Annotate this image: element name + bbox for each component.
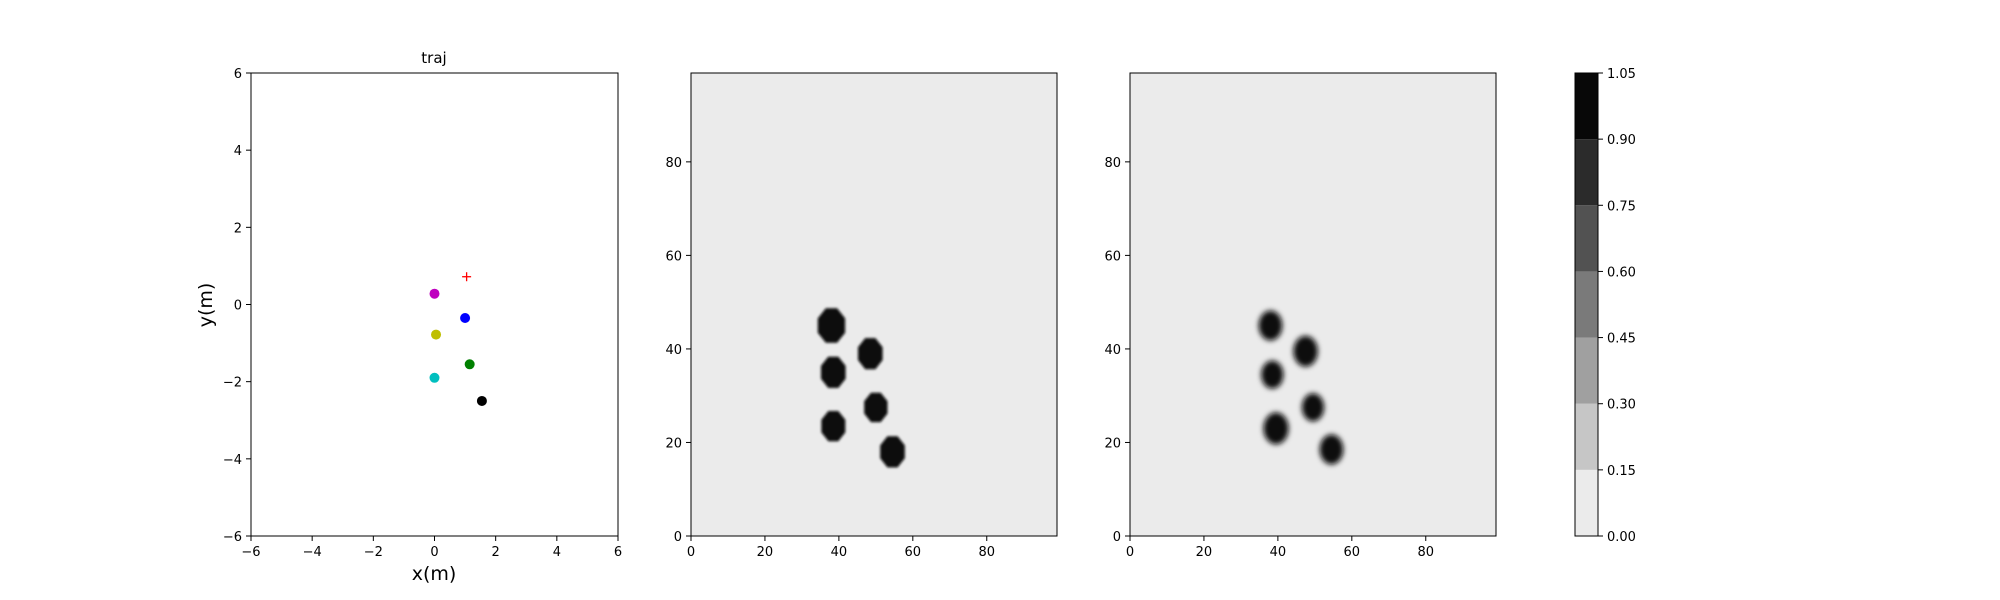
occupancy-blob: [880, 436, 905, 468]
plot-frame: [1129, 72, 1497, 537]
y-tick-label: −6: [223, 530, 242, 545]
occupancy-blob: [817, 308, 846, 343]
occupancy-blob: [864, 392, 888, 423]
colorbar: 0.00 0.15 0.30 0.45 0.60 0.75 0.90 1.05: [1574, 67, 1636, 545]
agent-point: [460, 313, 471, 324]
y-tick-label: 60: [1104, 249, 1121, 264]
x-tick-label: 40: [831, 545, 848, 560]
agent-point: [476, 395, 487, 406]
colorbar-tick-label: 0.60: [1607, 265, 1636, 280]
y-tick-label: 20: [1104, 436, 1121, 451]
occupancy-blob: [1293, 335, 1318, 367]
agent-point: [431, 329, 442, 340]
x-tick-label: 40: [1270, 545, 1287, 560]
colorbar-tick-label: 0.30: [1607, 398, 1636, 413]
x-tick-label: 0: [1126, 545, 1134, 560]
x-tick-label: 80: [1417, 545, 1434, 560]
x-tick-label: −4: [303, 545, 322, 560]
x-tick-label: 60: [905, 545, 922, 560]
colorbar-tick-label: 0.90: [1607, 133, 1636, 148]
colorbar-band: [1575, 469, 1598, 536]
y-tick-label: 80: [665, 156, 682, 171]
x-tick-label: 80: [978, 545, 995, 560]
occupancy-blob: [821, 411, 846, 442]
y-tick-label: 2: [234, 221, 242, 236]
y-tick-label: 60: [665, 249, 682, 264]
agent-point: [464, 359, 475, 370]
x-axis-label: x(m): [412, 563, 457, 585]
occupancy-blob: [821, 356, 846, 388]
y-axis-label: y(m): [195, 283, 217, 328]
x-tick-label: 0: [687, 545, 695, 560]
occupancy-map-2: 0 20 40 60 80 0 20 40 60 80: [1104, 72, 1497, 560]
colorbar-tick-label: 0.45: [1607, 332, 1636, 347]
x-tick-label: 2: [492, 545, 500, 560]
x-tick-label: 20: [1196, 545, 1213, 560]
y-tick-label: 0: [674, 530, 682, 545]
colorbar-band: [1575, 337, 1598, 404]
x-tick-label: 20: [757, 545, 774, 560]
occupancy-blob: [1263, 412, 1289, 445]
x-tick-label: 60: [1344, 545, 1361, 560]
colorbar-band: [1575, 139, 1598, 206]
occupancy-blob: [1301, 393, 1325, 422]
y-tick-label: 40: [1104, 343, 1121, 358]
plot-area: [251, 73, 618, 536]
y-tick-label: 40: [665, 343, 682, 358]
occupancy-blob: [1258, 310, 1283, 341]
plot-frame: [690, 72, 1058, 537]
colorbar-tick-label: 0.15: [1607, 464, 1636, 479]
colorbar-band: [1575, 403, 1598, 470]
agent-point: [429, 288, 440, 299]
colorbar-tick-label: 1.05: [1607, 67, 1636, 82]
colorbar-tick-label: 0.00: [1607, 530, 1636, 545]
y-tick-label: 20: [665, 436, 682, 451]
x-tick-label: −2: [364, 545, 383, 560]
x-tick-label: 0: [430, 545, 438, 560]
colorbar-frame: [1574, 72, 1599, 537]
colorbar-band: [1575, 73, 1598, 140]
y-tick-label: 80: [1104, 156, 1121, 171]
y-tick-label: 0: [234, 299, 242, 314]
traj-plot: traj x(m) y(m) −6 −4 −2 0 2 4 6 −6 −4 −2 0 2 4 6: [195, 49, 622, 585]
plot-title: traj: [421, 49, 446, 67]
y-tick-label: −4: [223, 453, 242, 468]
plot-area: [691, 73, 1057, 536]
x-tick-label: 6: [614, 545, 622, 560]
y-tick-label: 6: [234, 67, 242, 82]
x-tick-label: 4: [553, 545, 561, 560]
colorbar-band: [1575, 205, 1598, 272]
occupancy-map-1: 0 20 40 60 80 0 20 40 60 80: [665, 72, 1058, 560]
agent-point: [429, 372, 440, 383]
occupancy-blob: [1261, 360, 1284, 389]
y-tick-label: 4: [234, 144, 242, 159]
colorbar-tick-label: 0.75: [1607, 199, 1636, 214]
y-tick-label: −2: [223, 376, 242, 391]
plot-area: [1130, 73, 1496, 536]
occupancy-blob: [858, 338, 883, 370]
colorbar-band: [1575, 271, 1598, 338]
occupancy-blob: [1319, 434, 1344, 465]
goal-marker: [462, 272, 472, 282]
y-tick-label: 0: [1113, 530, 1121, 545]
x-tick-label: −6: [241, 545, 260, 560]
